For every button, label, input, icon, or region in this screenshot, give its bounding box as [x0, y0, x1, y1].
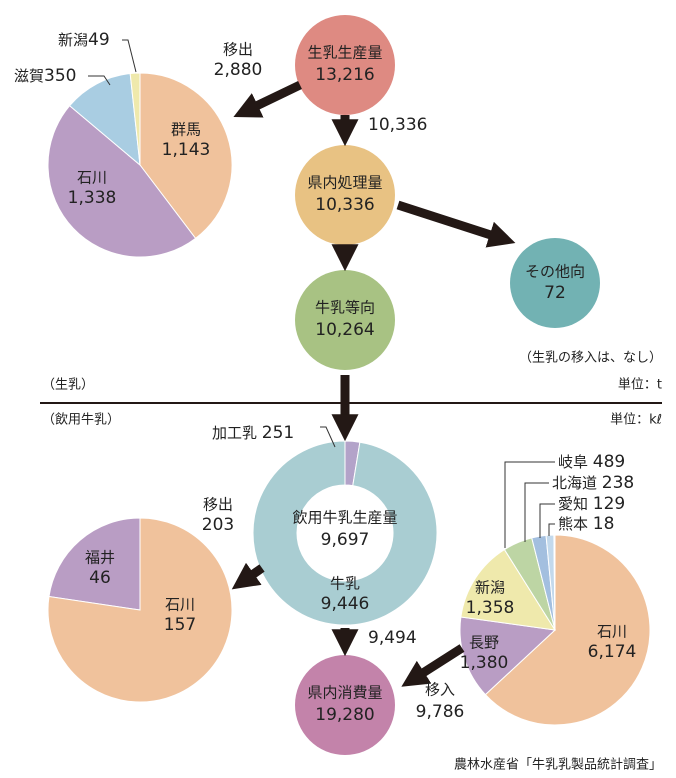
- slice-label: 愛知 129: [558, 494, 625, 514]
- slice-value: 1,338: [68, 188, 117, 208]
- pie-slice: [252, 440, 438, 626]
- pie-slice: [484, 534, 651, 726]
- node-circle: [295, 145, 395, 245]
- pie-slice: [459, 616, 557, 696]
- flow-label: 移出: [223, 41, 253, 59]
- pie-slice: [47, 517, 233, 703]
- section-label: （飲用牛乳）: [42, 412, 120, 428]
- pie-title: 飲用牛乳生産量: [292, 509, 397, 527]
- leader: [320, 426, 336, 448]
- source: 農林水産省「牛乳乳製品統計調査」: [454, 757, 662, 773]
- arrow: [401, 644, 465, 687]
- unit: 単位：kℓ: [610, 412, 662, 428]
- pie-total: 9,697: [321, 530, 370, 550]
- flow-label: 移出: [203, 496, 233, 514]
- section-label: （生乳）: [42, 378, 94, 393]
- node-label: 生乳生産量: [307, 44, 382, 62]
- leader: [548, 523, 555, 536]
- slice-label: 北海道 238: [552, 473, 634, 493]
- slice-name: 石川: [165, 596, 195, 614]
- node-label: その他向: [525, 263, 585, 281]
- pies: [47, 72, 651, 726]
- pie-slice: [48, 517, 141, 611]
- leader: [504, 461, 555, 548]
- slice-name: 長野: [469, 634, 499, 652]
- slice-label: 加工乳 251: [212, 423, 294, 443]
- leader: [524, 482, 549, 542]
- node-circle: [510, 238, 600, 328]
- slice-value: 157: [164, 615, 196, 635]
- flow-value: 2,880: [214, 60, 263, 80]
- pie-slice: [129, 72, 141, 166]
- flow-value: 9,786: [416, 702, 465, 722]
- slice-name: 牛乳: [330, 575, 360, 593]
- slice-value: 1,380: [460, 653, 509, 673]
- leader: [122, 39, 137, 73]
- slice-label: 滋賀350: [14, 66, 76, 86]
- node-value: 72: [544, 283, 566, 303]
- slice-value: 46: [89, 568, 111, 588]
- pie-slice: [553, 534, 556, 631]
- flow-value: 9,494: [368, 628, 417, 648]
- node-value: 10,336: [315, 195, 374, 215]
- slice-value: 6,174: [588, 642, 637, 662]
- slice-value: 1,143: [162, 140, 211, 160]
- slice-name: 群馬: [171, 121, 201, 139]
- slice-name: 石川: [597, 623, 627, 641]
- slice-name: 福井: [85, 549, 115, 567]
- pie-slice: [460, 548, 556, 631]
- arrow: [233, 80, 302, 118]
- node-circle: [295, 270, 395, 370]
- slice-name: 新潟: [475, 579, 505, 597]
- node-value: 10,264: [315, 320, 374, 340]
- node-label: 県内処理量: [307, 174, 382, 192]
- node-label: 県内消費量: [307, 684, 382, 702]
- node-circle: [295, 655, 395, 755]
- node-circle: [295, 15, 395, 115]
- note: （生乳の移入は、なし）: [519, 351, 662, 366]
- flow-value: 10,336: [368, 115, 427, 135]
- leader: [88, 75, 111, 86]
- slice-label: 新潟49: [58, 30, 110, 50]
- flow-label: 移入: [425, 681, 455, 699]
- node-value: 13,216: [315, 65, 374, 85]
- pie-slice: [47, 105, 197, 258]
- pie-slice: [68, 72, 141, 167]
- slice-label: 岐阜 489: [558, 452, 625, 472]
- slice-value: 9,446: [321, 594, 370, 614]
- leader: [539, 503, 555, 538]
- slice-value: 1,358: [466, 598, 515, 618]
- node-label: 牛乳等向: [315, 299, 375, 317]
- node-value: 19,280: [315, 705, 374, 725]
- pie-slice: [139, 72, 233, 240]
- flow-value: 203: [202, 515, 234, 535]
- arrow: [231, 562, 265, 590]
- slice-label: 熊本 18: [558, 514, 614, 534]
- slice-name: 石川: [77, 169, 107, 187]
- arrow: [396, 200, 516, 248]
- unit: 単位：t: [618, 377, 662, 393]
